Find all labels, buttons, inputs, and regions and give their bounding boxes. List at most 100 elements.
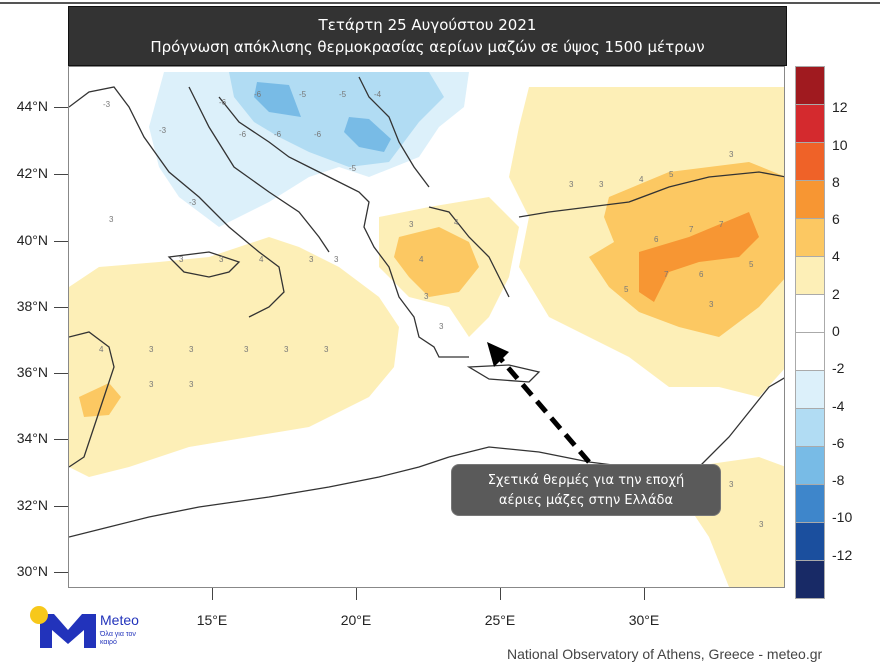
lon-tick xyxy=(500,588,501,600)
colorbar-cell xyxy=(795,256,825,294)
svg-text:3: 3 xyxy=(439,322,444,331)
colorbar-cell xyxy=(795,522,825,560)
lon-tick xyxy=(212,588,213,600)
lat-label-34: 34°N xyxy=(16,430,48,446)
lat-tick xyxy=(54,241,68,242)
svg-text:-4: -4 xyxy=(374,90,382,99)
colorbar-cell xyxy=(795,218,825,256)
logo-name: Meteo xyxy=(100,612,139,628)
map-canvas: -3 -3 -6 -6 -5 -5 -4 -6 -6 -6 -5 -3 3 3 … xyxy=(69,72,784,587)
title-description: Πρόγνωση απόκλισης θερμοκρασίας αερίων μ… xyxy=(150,38,705,56)
svg-text:3: 3 xyxy=(729,480,734,489)
meteo-m-icon xyxy=(40,614,96,648)
colorbar-label: 2 xyxy=(832,286,840,302)
lat-tick xyxy=(54,572,68,573)
colorbar-label: -12 xyxy=(832,547,853,563)
svg-text:-3: -3 xyxy=(159,126,167,135)
colorbar-label: 0 xyxy=(832,323,840,339)
svg-text:-5: -5 xyxy=(299,90,307,99)
svg-text:3: 3 xyxy=(179,255,184,264)
svg-text:3: 3 xyxy=(569,180,574,189)
colorbar-cell xyxy=(795,104,825,142)
lat-tick xyxy=(54,373,68,374)
arrow-head-icon xyxy=(487,342,509,367)
svg-text:-5: -5 xyxy=(349,164,357,173)
colorbar-cell xyxy=(795,294,825,332)
lat-label-32: 32°N xyxy=(16,497,48,513)
colorbar-label: -6 xyxy=(832,435,845,451)
colorbar-cell xyxy=(795,408,825,446)
warm-greece-mid xyxy=(394,227,479,297)
svg-text:3: 3 xyxy=(334,255,339,264)
svg-text:3: 3 xyxy=(149,345,154,354)
warm-central-med xyxy=(69,237,399,477)
svg-text:3: 3 xyxy=(729,150,734,159)
colorbar-cell xyxy=(795,560,825,599)
lat-tick xyxy=(54,506,68,507)
lat-tick xyxy=(54,439,68,440)
svg-text:5: 5 xyxy=(669,170,674,179)
colorbar-cell xyxy=(795,66,825,104)
lat-tick xyxy=(54,307,68,308)
svg-text:-6: -6 xyxy=(219,98,227,107)
svg-text:3: 3 xyxy=(219,255,224,264)
svg-text:3: 3 xyxy=(324,345,329,354)
sun-icon xyxy=(30,606,48,624)
colorbar-label: 12 xyxy=(832,99,848,115)
svg-text:3: 3 xyxy=(599,180,604,189)
lat-label-30: 30°N xyxy=(16,563,48,579)
colorbar-cell xyxy=(795,484,825,522)
title-banner: Τετάρτη 25 Αυγούστου 2021 Πρόγνωση απόκλ… xyxy=(68,6,787,66)
top-border-line xyxy=(0,2,880,4)
colorbar-cell xyxy=(795,446,825,484)
temperature-anomaly-map: -3 -3 -6 -6 -5 -5 -4 -6 -6 -6 -5 -3 3 3 … xyxy=(68,66,785,588)
lat-tick xyxy=(54,174,68,175)
meteo-logo: Meteo Όλα για τον καιρό xyxy=(30,606,170,656)
svg-text:3: 3 xyxy=(244,345,249,354)
svg-text:4: 4 xyxy=(419,255,424,264)
colorbar-label: 8 xyxy=(832,174,840,190)
lat-label-42: 42°N xyxy=(16,165,48,181)
svg-text:3: 3 xyxy=(284,345,289,354)
lon-tick xyxy=(356,588,357,600)
svg-text:3: 3 xyxy=(149,380,154,389)
colorbar-label: -2 xyxy=(832,360,845,376)
lon-label-30: 30°E xyxy=(628,612,660,628)
lat-tick xyxy=(54,107,68,108)
svg-text:7: 7 xyxy=(689,225,694,234)
cold-anomaly-dark-2 xyxy=(344,117,391,152)
colorbar-cell xyxy=(795,332,825,370)
anomaly-value-labels: -3 -3 -6 -6 -5 -5 -4 -6 -6 -6 -5 -3 3 3 … xyxy=(99,90,764,529)
svg-text:3: 3 xyxy=(709,300,714,309)
colorbar-label: 10 xyxy=(832,137,848,153)
svg-text:3: 3 xyxy=(309,255,314,264)
warm-tunisia-patch xyxy=(79,383,121,417)
svg-text:3: 3 xyxy=(109,215,114,224)
lat-label-36: 36°N xyxy=(16,364,48,380)
annotation-callout: Σχετικά θερμές για την εποχή αέριες μάζε… xyxy=(451,464,721,516)
svg-text:-6: -6 xyxy=(274,130,282,139)
svg-text:3: 3 xyxy=(189,380,194,389)
svg-text:-6: -6 xyxy=(239,130,247,139)
svg-text:7: 7 xyxy=(719,220,724,229)
lon-label-20: 20°E xyxy=(340,612,372,628)
lon-tick xyxy=(644,588,645,600)
footer-credit: National Observatory of Athens, Greece -… xyxy=(507,646,823,662)
svg-text:4: 4 xyxy=(259,255,264,264)
svg-text:3: 3 xyxy=(189,345,194,354)
svg-text:6: 6 xyxy=(699,270,704,279)
colorbar-label: 4 xyxy=(832,248,840,264)
svg-text:5: 5 xyxy=(749,260,754,269)
annotation-arrow xyxy=(497,355,591,464)
colorbar-label: -8 xyxy=(832,472,845,488)
callout-line-2: αέριες μάζες στην Ελλάδα xyxy=(498,493,674,508)
logo-tagline: Όλα για τον καιρό xyxy=(100,631,136,646)
colorbar-label: -4 xyxy=(832,398,845,414)
lat-label-44: 44°N xyxy=(16,98,48,114)
colorbar-cell xyxy=(795,370,825,408)
svg-text:6: 6 xyxy=(654,235,659,244)
svg-text:5: 5 xyxy=(624,285,629,294)
svg-text:4: 4 xyxy=(639,175,644,184)
callout-line-1: Σχετικά θερμές για την εποχή xyxy=(487,473,685,488)
svg-text:-5: -5 xyxy=(339,90,347,99)
